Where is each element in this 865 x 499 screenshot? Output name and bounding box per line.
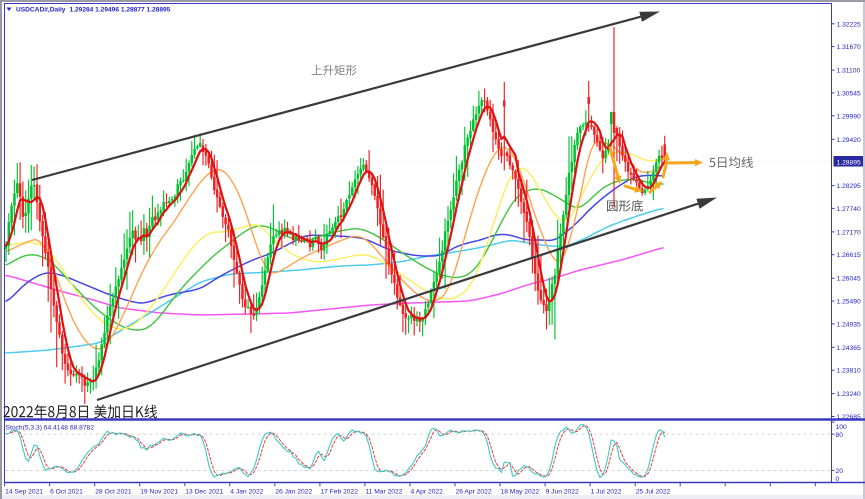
svg-text:1.29420: 1.29420 — [837, 137, 861, 144]
svg-text:1.27170: 1.27170 — [837, 229, 861, 236]
svg-text:1.28895: 1.28895 — [837, 159, 861, 166]
svg-text:1.30545: 1.30545 — [837, 90, 861, 97]
svg-text:20: 20 — [836, 468, 844, 475]
svg-text:1.29990: 1.29990 — [837, 113, 861, 120]
svg-text:1.23240: 1.23240 — [837, 391, 861, 398]
svg-text:1.28295: 1.28295 — [837, 183, 861, 190]
svg-text:80: 80 — [836, 432, 844, 439]
svg-text:26 Jan 2022: 26 Jan 2022 — [275, 489, 312, 496]
svg-text:25 Jul 2022: 25 Jul 2022 — [636, 489, 671, 496]
svg-text:1.24935: 1.24935 — [837, 321, 861, 328]
svg-text:1 Jul 2022: 1 Jul 2022 — [591, 489, 622, 496]
svg-text:1.32225: 1.32225 — [837, 21, 861, 28]
svg-text:1.29284 1.29496 1.28877 1.2889: 1.29284 1.29496 1.28877 1.28895 — [70, 6, 171, 13]
svg-text:1.24365: 1.24365 — [837, 345, 861, 352]
svg-text:1.22685: 1.22685 — [837, 414, 861, 421]
svg-text:11 Mar 2022: 11 Mar 2022 — [365, 489, 402, 496]
svg-text:100: 100 — [836, 424, 847, 431]
svg-text:9 Jun 2022: 9 Jun 2022 — [546, 489, 579, 496]
svg-text:4 Jan 2022: 4 Jan 2022 — [230, 489, 263, 496]
svg-text:13 Dec 2021: 13 Dec 2021 — [185, 489, 223, 496]
svg-text:1.31670: 1.31670 — [837, 44, 861, 51]
svg-text:6 Oct 2021: 6 Oct 2021 — [50, 489, 83, 496]
svg-text:1.26615: 1.26615 — [837, 252, 861, 259]
svg-text:Stoch(5,3,3) 64.4148 68.8782: Stoch(5,3,3) 64.4148 68.8782 — [6, 424, 95, 431]
svg-text:USDCAD#,Daily: USDCAD#,Daily — [16, 6, 66, 13]
svg-text:0: 0 — [836, 476, 840, 483]
svg-text:17 Feb 2022: 17 Feb 2022 — [320, 489, 358, 496]
svg-text:1.23810: 1.23810 — [837, 368, 861, 375]
svg-text:18 May 2022: 18 May 2022 — [501, 489, 540, 496]
svg-text:26 Apr 2022: 26 Apr 2022 — [456, 489, 492, 496]
svg-text:1.26045: 1.26045 — [837, 276, 861, 283]
svg-text:14 Sep 2021: 14 Sep 2021 — [5, 489, 43, 496]
svg-text:19 Nov 2021: 19 Nov 2021 — [140, 489, 178, 496]
svg-text:4 Apr 2022: 4 Apr 2022 — [411, 489, 444, 496]
svg-text:1.27740: 1.27740 — [837, 206, 861, 213]
svg-text:1.25490: 1.25490 — [837, 299, 861, 306]
svg-text:28 Oct 2021: 28 Oct 2021 — [95, 489, 132, 496]
svg-text:1.31100: 1.31100 — [837, 68, 861, 75]
